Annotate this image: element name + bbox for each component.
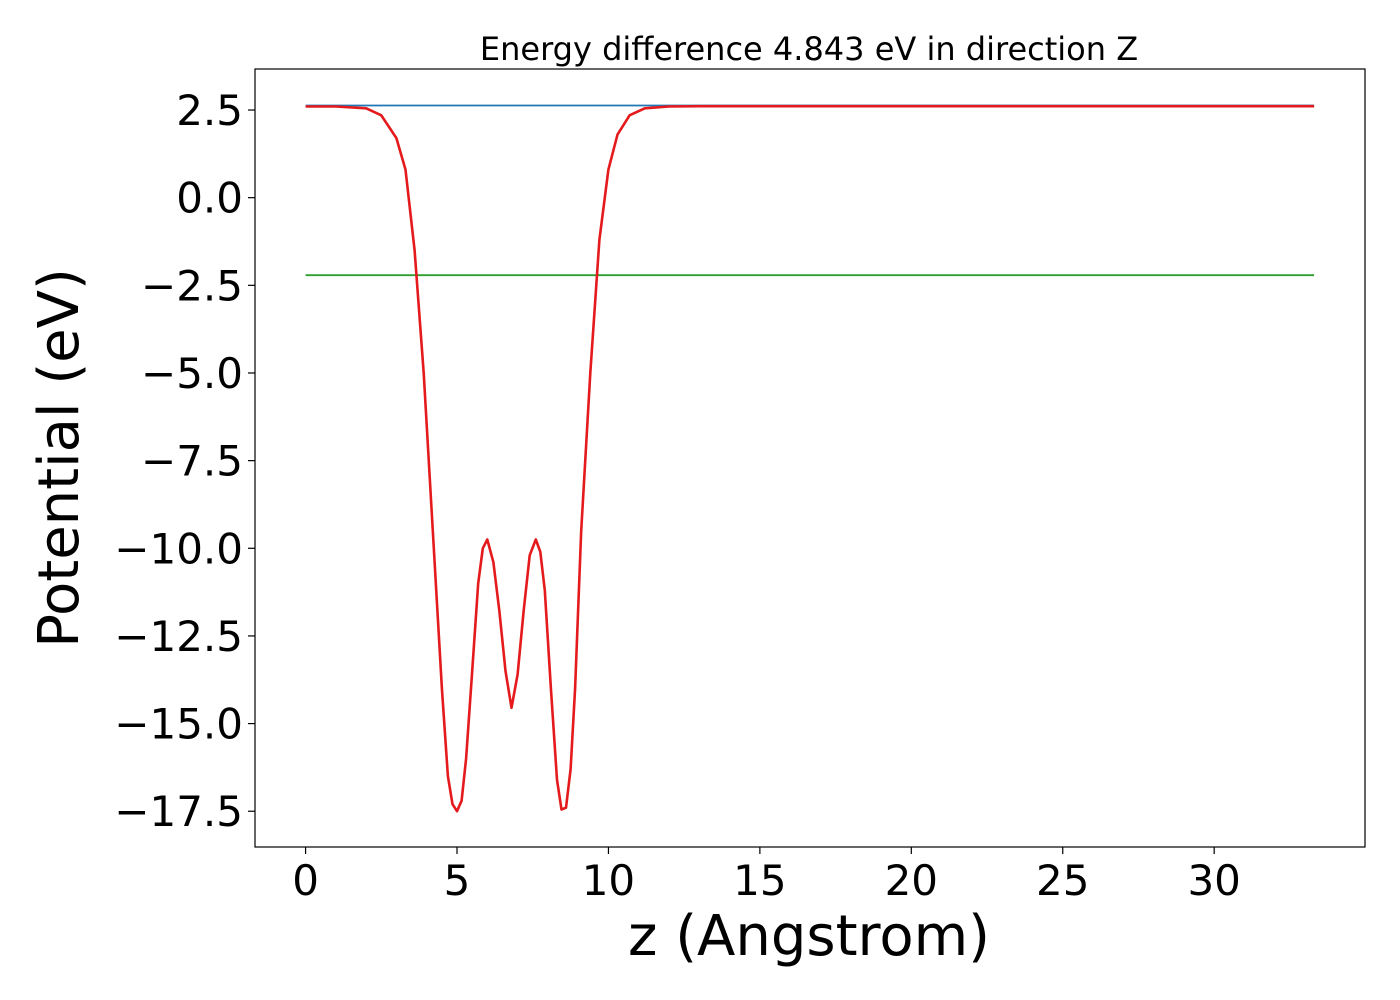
x-tick-label: 20 (885, 856, 938, 905)
y-tick-label: 0.0 (176, 174, 243, 223)
y-axis-label: Potential (eV) (27, 268, 92, 648)
x-tick-label: 25 (1036, 856, 1089, 905)
y-tick-label: −5.0 (141, 349, 243, 398)
x-tick-label: 15 (733, 856, 786, 905)
series-line-3 (305, 104, 1315, 813)
x-axis-label: z (Angstrom) (628, 904, 990, 969)
x-tick-label: 30 (1187, 856, 1240, 905)
axes-frame (254, 68, 1366, 848)
y-tick-label: −15.0 (114, 700, 243, 749)
y-tick-label: −12.5 (114, 612, 243, 661)
series-layer (305, 104, 1315, 813)
x-tick-label: 10 (582, 856, 635, 905)
x-axis-ticks: 0 5 10 15 20 25 30 (292, 847, 1241, 905)
y-axis-ticks: 2.5 0.0 −2.5 −5.0 −7.5 −10.0 −12.5 −15.0 −17.5 (114, 86, 255, 836)
x-tick-label: 0 (292, 856, 319, 905)
y-tick-label: 2.5 (176, 86, 243, 135)
y-tick-label: −17.5 (114, 787, 243, 836)
y-tick-label: −2.5 (141, 261, 243, 310)
plot-area (254, 68, 1366, 848)
y-tick-label: −10.0 (114, 524, 243, 573)
y-tick-label: −7.5 (141, 437, 243, 486)
chart-title: Energy difference 4.843 eV in direction … (480, 30, 1138, 68)
x-tick-label: 5 (444, 856, 471, 905)
